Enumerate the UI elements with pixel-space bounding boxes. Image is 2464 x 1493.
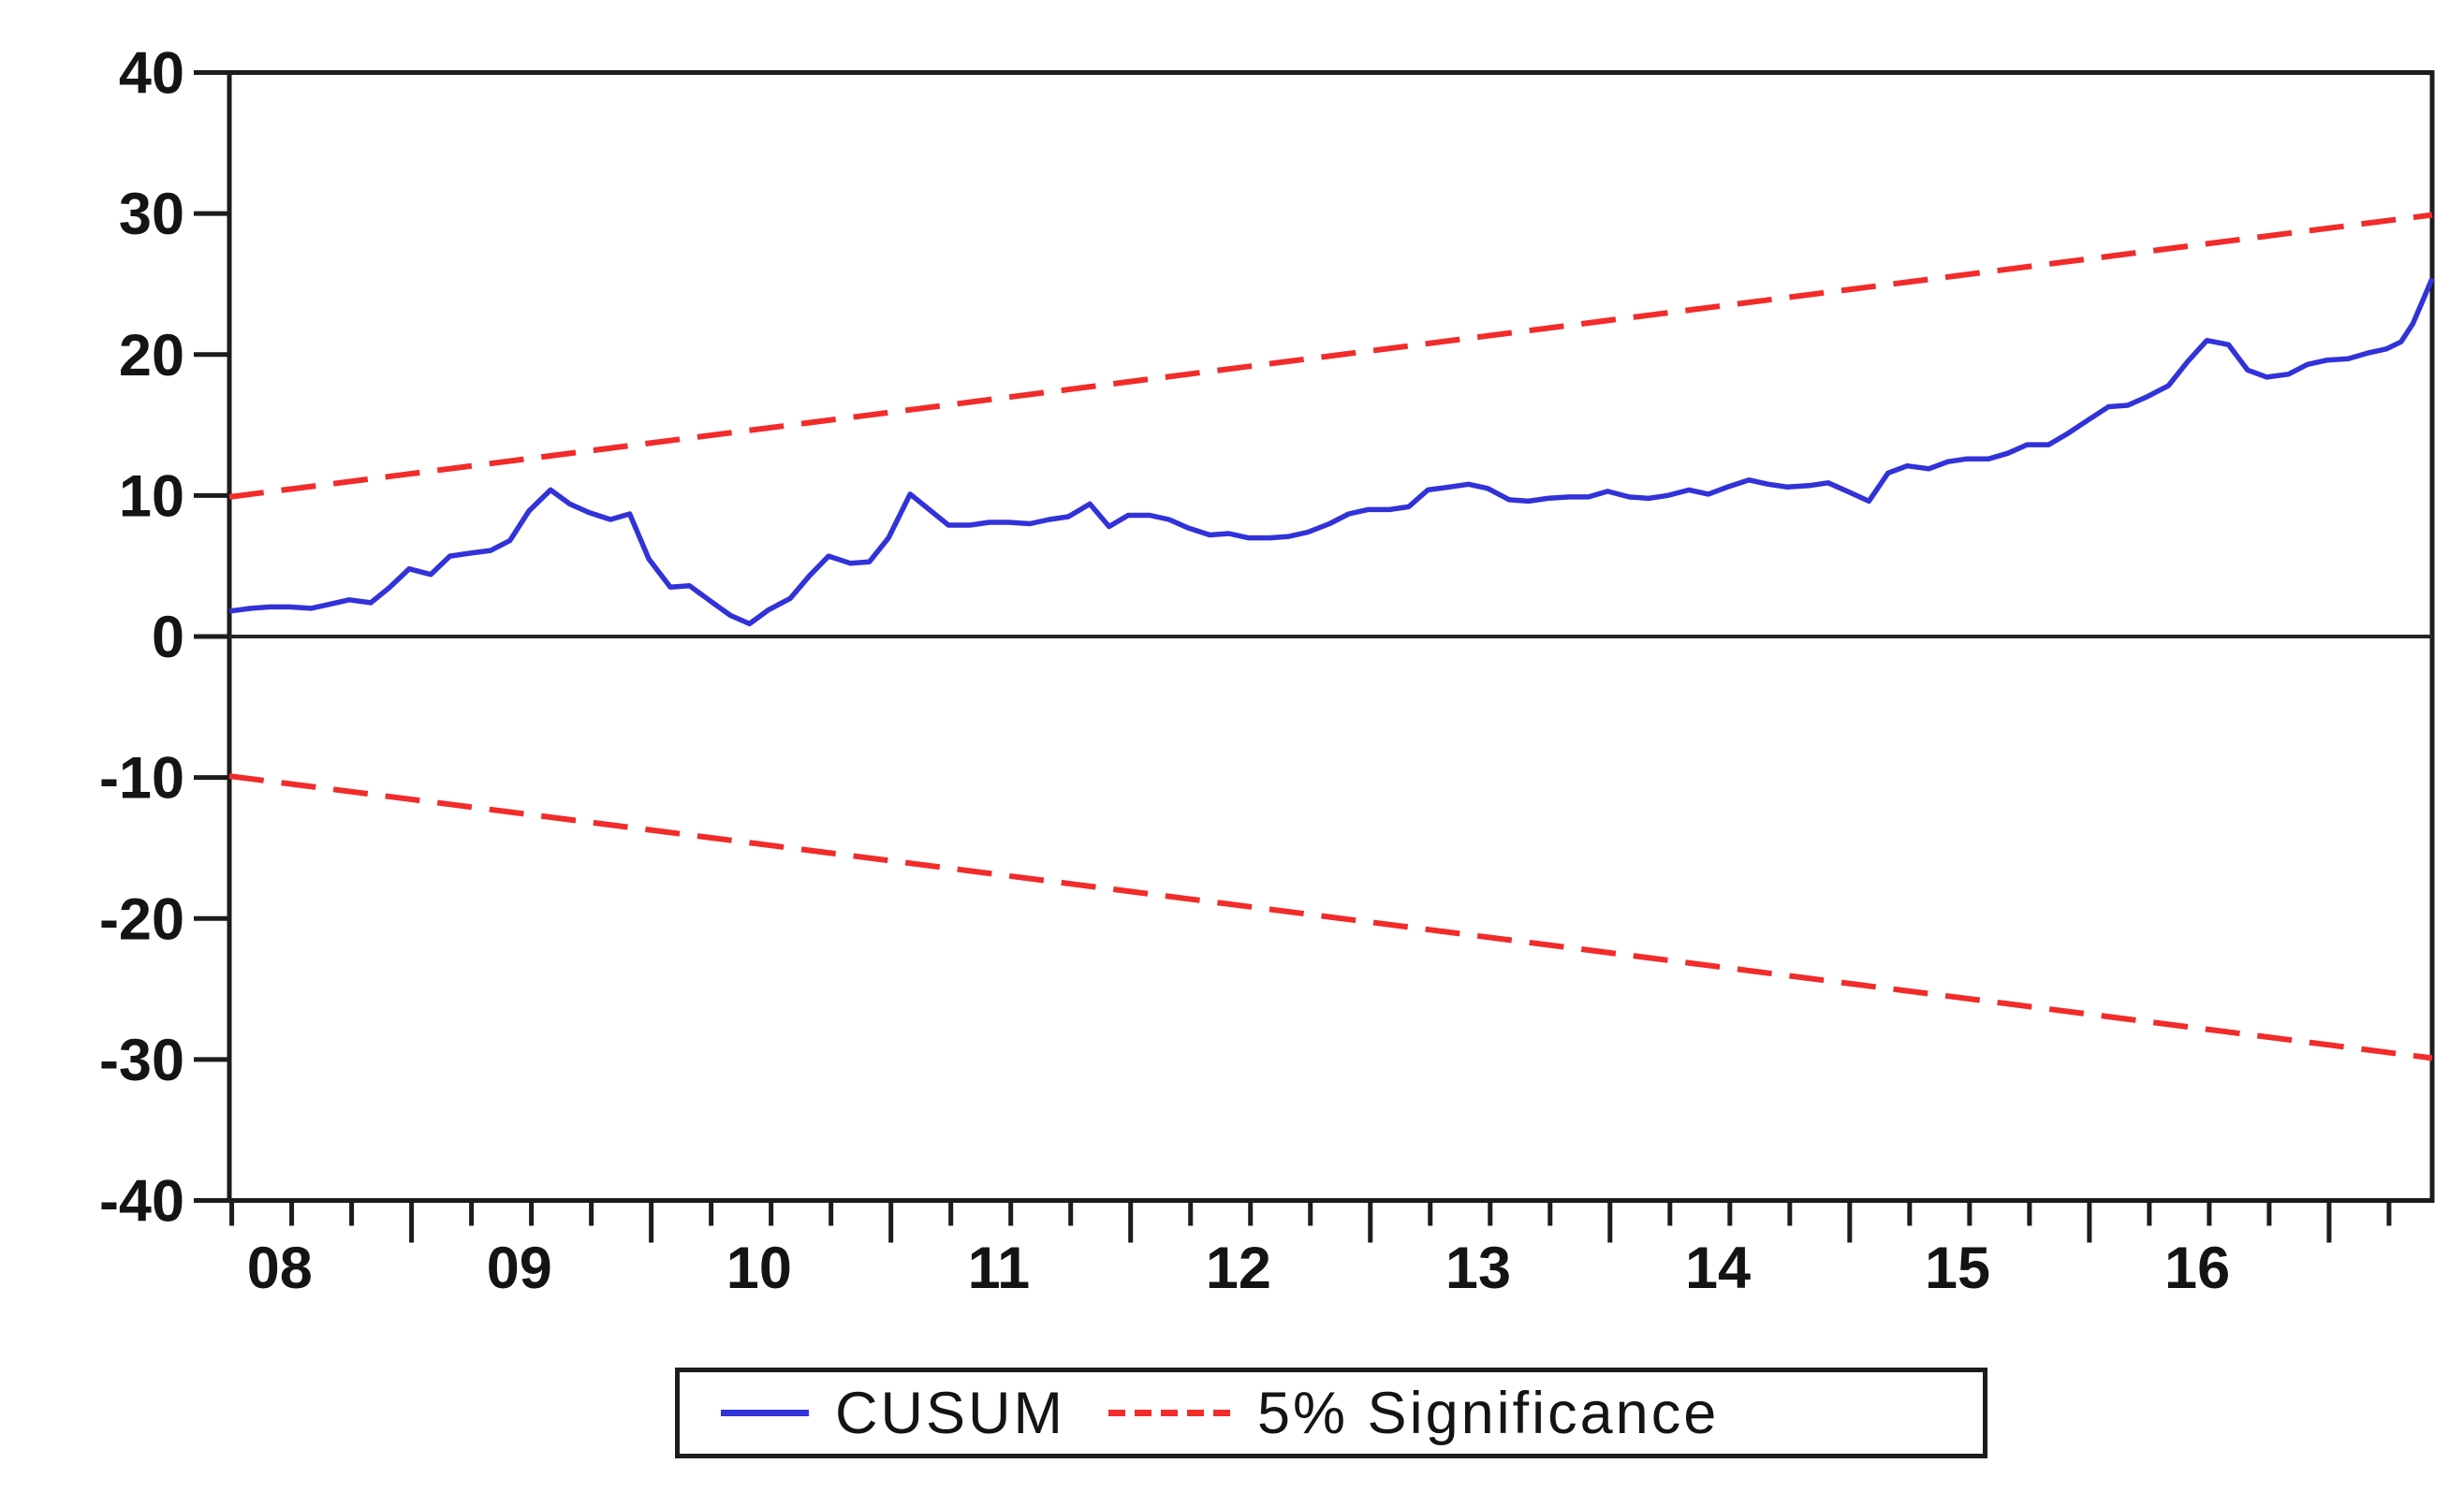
legend: CUSUM 5% Significance <box>675 1368 1987 1458</box>
y-axis-label-40: 40 <box>119 41 184 107</box>
y-axis-label-0: 0 <box>152 605 184 670</box>
x-axis-label-10: 10 <box>726 1236 792 1301</box>
x-axis-label-16: 16 <box>2164 1236 2230 1301</box>
y-axis-label--40: -40 <box>99 1169 184 1235</box>
significance-dashed-swatch <box>1108 1410 1233 1416</box>
y-axis-label--20: -20 <box>99 886 184 952</box>
x-axis-label-15: 15 <box>1925 1236 1990 1301</box>
x-axis-label-14: 14 <box>1685 1236 1751 1301</box>
x-axis-label-08: 08 <box>247 1236 313 1301</box>
significance-lower-line <box>228 773 2433 1061</box>
legend-label-cusum: CUSUM <box>835 1380 1065 1446</box>
y-axis-label--30: -30 <box>99 1028 184 1093</box>
x-axis-label-13: 13 <box>1445 1236 1511 1301</box>
y-axis-label-20: 20 <box>119 323 184 388</box>
y-axis-label-30: 30 <box>119 182 184 247</box>
legend-label-significance: 5% Significance <box>1257 1380 1720 1446</box>
y-axis-label--10: -10 <box>99 746 184 812</box>
cusum-line-swatch <box>721 1410 809 1416</box>
x-axis-label-09: 09 <box>487 1236 552 1301</box>
x-axis-label-11: 11 <box>968 1236 1031 1301</box>
y-axis-label-10: 10 <box>119 463 184 529</box>
cusum-line <box>228 277 2435 627</box>
significance-upper-line <box>228 212 2433 500</box>
x-axis-label-12: 12 <box>1206 1236 1271 1301</box>
